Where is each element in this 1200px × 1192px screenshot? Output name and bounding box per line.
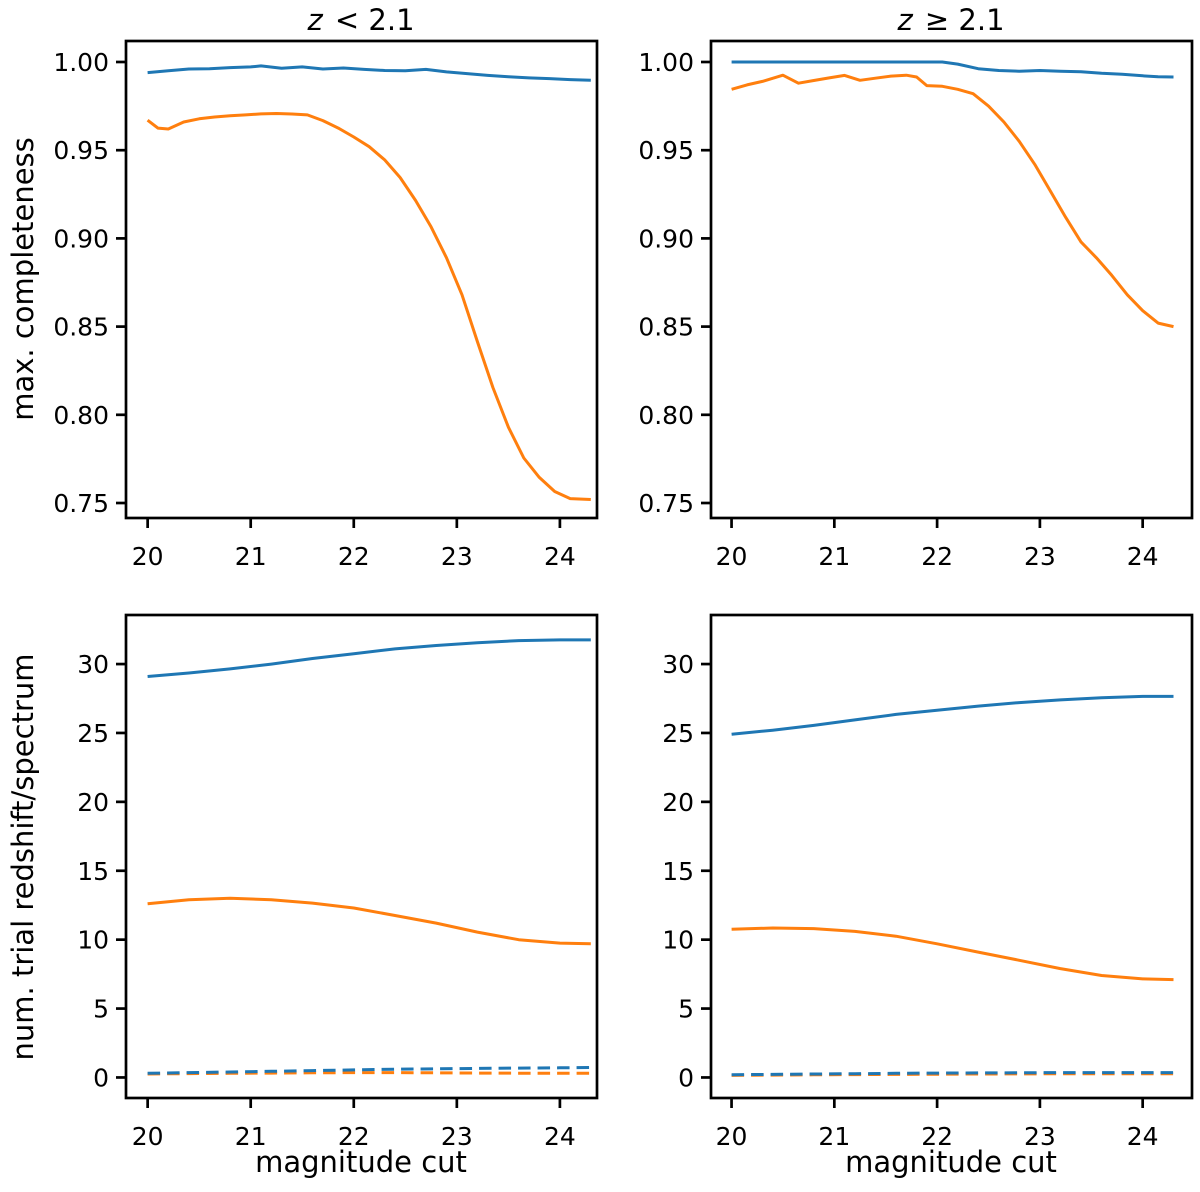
series-blue-dashed bbox=[147, 1066, 591, 1075]
y-tick-label: 15 bbox=[77, 857, 109, 886]
series-orange-solid bbox=[731, 73, 1174, 329]
x-tick-label: 20 bbox=[716, 1122, 748, 1151]
x-tick-label: 22 bbox=[921, 542, 953, 571]
series-blue-solid bbox=[147, 638, 591, 678]
series-blue-solid bbox=[147, 64, 591, 82]
x-axis-label-bottom-right: magnitude cut bbox=[845, 1145, 1057, 1179]
title-relation: ≥ 2.1 bbox=[915, 3, 1005, 37]
series-blue-solid bbox=[731, 60, 1174, 79]
series-orange-dashed bbox=[147, 1071, 591, 1076]
y-tick-label: 0.80 bbox=[638, 401, 694, 430]
y-tick-label: 30 bbox=[77, 650, 109, 679]
subplot-top-left: 20 21 22 23 24 0.75 0.80 0.85 0.90 0.95 1.00 bbox=[53, 39, 599, 571]
x-tick-label: 23 bbox=[441, 1122, 473, 1151]
x-tick-label: 24 bbox=[544, 542, 576, 571]
y-tick-label: 25 bbox=[77, 719, 109, 748]
x-tick-label: 24 bbox=[544, 1122, 576, 1151]
subplot-bottom-left: 20 21 22 23 24 0 5 10 15 20 25 30 bbox=[77, 613, 599, 1151]
title-variable: z bbox=[307, 3, 323, 37]
y-axis-label-top-row: max. completeness bbox=[6, 137, 40, 421]
y-tick-label: 25 bbox=[662, 719, 694, 748]
x-tick-label: 23 bbox=[1024, 1122, 1056, 1151]
x-tick-label: 21 bbox=[818, 1122, 850, 1151]
x-tick-label: 20 bbox=[132, 542, 164, 571]
y-tick-label: 0.75 bbox=[53, 489, 109, 518]
subplot-title-top-right: z ≥ 2.1 bbox=[897, 3, 1004, 37]
title-variable: z bbox=[897, 3, 913, 37]
axes-border bbox=[124, 613, 599, 1100]
y-tick-label: 1.00 bbox=[53, 48, 109, 77]
series-blue-dashed bbox=[731, 1071, 1174, 1077]
y-tick-label: 30 bbox=[662, 650, 694, 679]
x-tick-label: 22 bbox=[338, 542, 370, 571]
x-tick-label: 20 bbox=[132, 1122, 164, 1151]
y-tick-label: 5 bbox=[93, 995, 109, 1024]
y-tick-label: 0.85 bbox=[638, 313, 694, 342]
y-tick-label: 0 bbox=[93, 1063, 109, 1092]
axes-border bbox=[124, 39, 599, 520]
y-tick-label: 0 bbox=[678, 1063, 694, 1092]
x-tick-label: 21 bbox=[818, 542, 850, 571]
y-tick-label: 0.80 bbox=[53, 401, 109, 430]
y-tick-label: 10 bbox=[662, 926, 694, 955]
series-blue-solid bbox=[731, 694, 1174, 736]
x-tick-label: 22 bbox=[921, 1122, 953, 1151]
y-tick-label: 15 bbox=[662, 857, 694, 886]
x-tick-label: 20 bbox=[716, 542, 748, 571]
x-tick-label: 24 bbox=[1127, 542, 1159, 571]
x-axis-label-bottom-left: magnitude cut bbox=[255, 1145, 467, 1179]
x-tick-label: 22 bbox=[338, 1122, 370, 1151]
series-orange-solid bbox=[731, 926, 1174, 982]
y-tick-label: 1.00 bbox=[638, 48, 694, 77]
x-tick-label: 21 bbox=[235, 1122, 267, 1151]
x-tick-label: 23 bbox=[1024, 542, 1056, 571]
y-tick-label: 20 bbox=[662, 788, 694, 817]
y-tick-label: 20 bbox=[77, 788, 109, 817]
y-tick-label: 0.95 bbox=[53, 136, 109, 165]
series-orange-solid bbox=[147, 896, 591, 946]
subplot-top-right: 20 21 22 23 24 0.75 0.80 0.85 0.90 0.95 1.00 bbox=[638, 39, 1194, 571]
subplot-bottom-right: 20 21 22 23 24 0 5 10 15 20 25 30 bbox=[662, 613, 1194, 1151]
y-tick-label: 0.75 bbox=[638, 489, 694, 518]
y-tick-label: 10 bbox=[77, 926, 109, 955]
y-axis-label-bottom-row: num. trial redshift/spectrum bbox=[6, 653, 40, 1061]
y-tick-label: 0.85 bbox=[53, 313, 109, 342]
x-tick-label: 23 bbox=[441, 542, 473, 571]
series-orange-solid bbox=[146, 112, 591, 501]
x-tick-label: 24 bbox=[1127, 1122, 1159, 1151]
y-tick-label: 0.90 bbox=[53, 224, 109, 253]
y-tick-label: 0.95 bbox=[638, 136, 694, 165]
title-relation: < 2.1 bbox=[325, 3, 415, 37]
x-tick-label: 21 bbox=[235, 542, 267, 571]
y-tick-label: 0.90 bbox=[638, 224, 694, 253]
axes-border bbox=[709, 613, 1194, 1100]
axes-border bbox=[709, 39, 1194, 520]
y-tick-label: 5 bbox=[678, 995, 694, 1024]
subplot-title-top-left: z < 2.1 bbox=[307, 3, 414, 37]
